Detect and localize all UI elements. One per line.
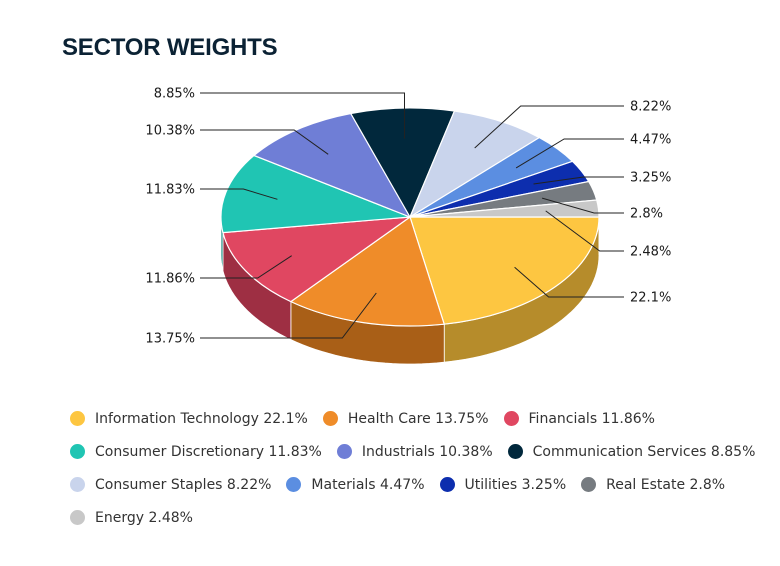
legend-row: Information Technology 22.1% Health Care…: [70, 402, 770, 435]
legend-item-consumer-staples[interactable]: Consumer Staples 8.22%: [70, 477, 271, 493]
legend-row: Consumer Discretionary 11.83% Industrial…: [70, 435, 770, 468]
legend-row: Consumer Staples 8.22% Materials 4.47% U…: [70, 468, 770, 501]
callout-line-energy: [545, 210, 624, 252]
data-label-consumer-staples: 8.22%: [630, 100, 671, 115]
data-label-industrials: 10.38%: [145, 124, 195, 139]
slice-health-care[interactable]: [289, 216, 446, 327]
legend-label: Information Technology 22.1%: [95, 410, 308, 427]
callout-layer: 22.1% 13.75% 11.86% 11.83% 10.38% 8.85% 8.22% 4…: [145, 87, 671, 347]
legend-swatch: [581, 477, 597, 492]
callout-line-health-care: [200, 292, 377, 339]
legend-item-materials[interactable]: Materials 4.47%: [286, 476, 425, 493]
legend-label: Consumer Staples 8.22%: [95, 476, 272, 493]
legend-label: Utilities 3.25%: [464, 476, 567, 493]
legend-label: Consumer Discretionary 11.83%: [95, 443, 322, 460]
callout-line-materials: [515, 138, 624, 169]
data-label-communication-services: 8.85%: [154, 87, 195, 102]
slice-energy[interactable]: [409, 199, 600, 218]
legend-swatch: [286, 477, 302, 492]
data-label-consumer-discretionary: 11.83%: [145, 183, 195, 198]
pie-chart: 22.1% 13.75% 11.86% 11.83% 10.38% 8.85% 8.22% 4…: [145, 87, 671, 365]
callout-line-real-estate: [541, 197, 624, 214]
legend-label: Communication Services 8.85%: [532, 443, 756, 460]
legend-swatch: [70, 411, 85, 426]
slice-communication-services[interactable]: [349, 107, 456, 219]
callout-line-utilities: [533, 176, 624, 185]
legend-item-information-technology[interactable]: Information Technology 22.1%: [70, 411, 308, 427]
legend-label: Industrials 10.38%: [361, 443, 493, 460]
data-label-health-care: 13.75%: [145, 332, 195, 347]
legend-swatch: [70, 477, 85, 492]
callout-line-information-technology: [514, 266, 624, 298]
data-label-financials: 11.86%: [145, 272, 195, 287]
legend-swatch: [336, 444, 352, 459]
data-label-energy: 2.48%: [630, 245, 671, 260]
legend-item-health-care[interactable]: Health Care 13.75%: [322, 410, 489, 427]
data-label-real-estate: 2.8%: [630, 207, 663, 222]
legend-item-real-estate[interactable]: Real Estate 2.8%: [581, 477, 725, 493]
data-label-information-technology: 22.1%: [630, 291, 671, 306]
callout-line-consumer-discretionary: [200, 188, 278, 200]
legend-label: Health Care 13.75%: [347, 410, 489, 427]
data-label-materials: 4.47%: [630, 133, 671, 148]
legend-label: Energy 2.48%: [95, 509, 193, 526]
legend-swatch: [322, 411, 338, 426]
data-label-utilities: 3.25%: [630, 171, 671, 186]
legend-item-industrials[interactable]: Industrials 10.38%: [336, 443, 493, 460]
legend-swatch: [70, 444, 85, 459]
legend-label: Real Estate 2.8%: [606, 476, 726, 493]
callout-line-communication-services: [200, 92, 405, 139]
slice-financials[interactable]: [222, 216, 413, 303]
slice-consumer-discretionary[interactable]: [220, 154, 411, 234]
legend-swatch: [507, 444, 523, 459]
legend-row: Energy 2.48%: [70, 501, 770, 534]
legend-item-consumer-discretionary[interactable]: Consumer Discretionary 11.83%: [70, 444, 322, 460]
callout-line-consumer-staples: [474, 105, 624, 149]
legend-label: Financials 11.86%: [528, 410, 655, 427]
legend-swatch: [439, 477, 455, 492]
legend-item-utilities[interactable]: Utilities 3.25%: [439, 476, 567, 493]
legend-item-energy[interactable]: Energy 2.48%: [70, 510, 193, 526]
legend-swatch: [503, 411, 519, 426]
callout-line-financials: [200, 255, 292, 279]
pie-top-layer: [220, 107, 600, 327]
slice-information-technology[interactable]: [409, 216, 600, 325]
legend-item-financials[interactable]: Financials 11.86%: [503, 410, 655, 427]
callout-line-industrials: [200, 129, 329, 155]
legend-item-communication-services[interactable]: Communication Services 8.85%: [507, 443, 756, 460]
slice-consumer-staples[interactable]: [408, 110, 541, 219]
chart-title: SECTOR WEIGHTS: [62, 34, 278, 61]
slice-industrials[interactable]: [252, 112, 412, 219]
legend-swatch: [70, 510, 85, 525]
legend: Information Technology 22.1% Health Care…: [70, 402, 770, 534]
legend-label: Materials 4.47%: [311, 476, 425, 493]
